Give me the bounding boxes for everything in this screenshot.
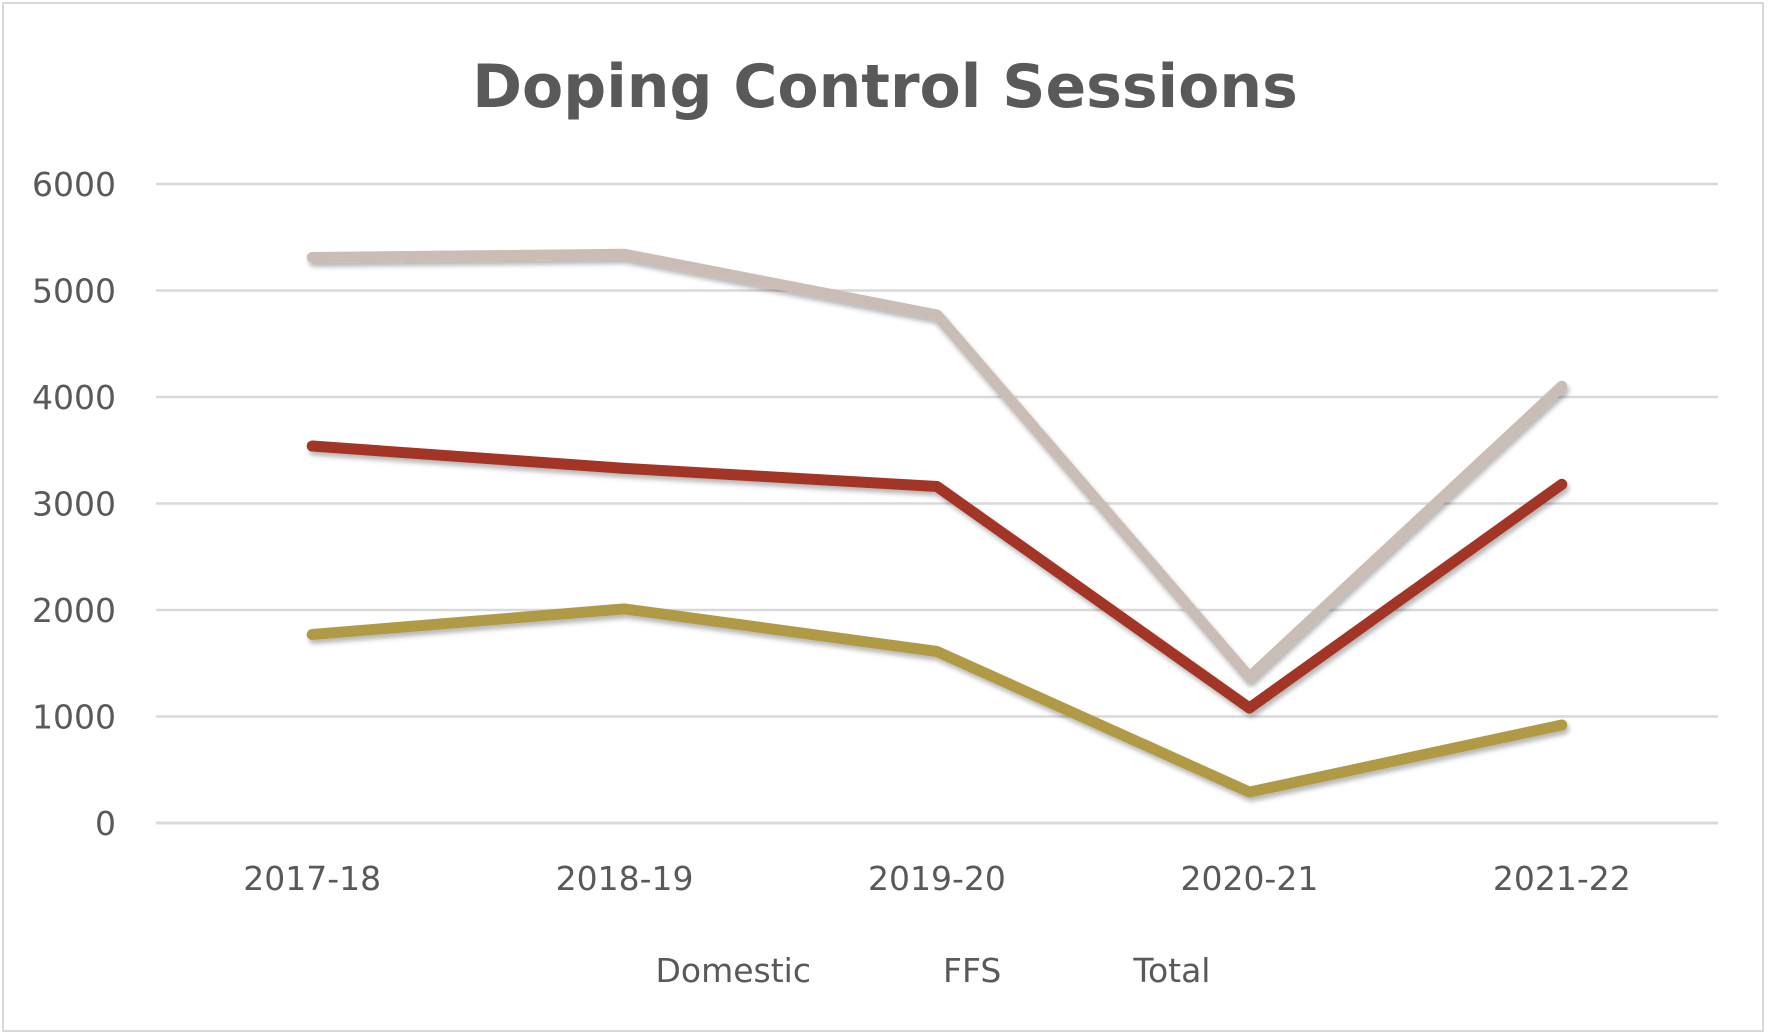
chart-title: Doping Control Sessions bbox=[472, 52, 1298, 122]
y-tick-label: 6000 bbox=[32, 165, 116, 204]
legend-item-ffs: FFS bbox=[841, 951, 1001, 990]
y-tick-label: 2000 bbox=[32, 591, 116, 630]
x-tick-label: 2017-18 bbox=[243, 859, 381, 898]
x-tick-label: 2020-21 bbox=[1180, 859, 1318, 898]
legend-label: Total bbox=[1132, 951, 1210, 990]
y-tick-label: 4000 bbox=[32, 378, 116, 417]
series-lines bbox=[306, 248, 1568, 798]
y-tick-label: 3000 bbox=[32, 485, 116, 524]
legend-label: FFS bbox=[943, 951, 1001, 990]
legend-item-total: Total bbox=[1031, 951, 1210, 990]
x-tick-label: 2018-19 bbox=[556, 859, 694, 898]
gridlines bbox=[156, 182, 1718, 825]
y-axis-ticks: 0 1000 2000 3000 4000 5000 6000 bbox=[32, 165, 116, 843]
line-chart: Doping Control Sessions 0 1000 2000 3000 400… bbox=[32, 52, 1718, 990]
y-tick-label: 1000 bbox=[32, 698, 116, 737]
legend: Domestic FFS Total bbox=[554, 951, 1210, 990]
x-tick-label: 2019-20 bbox=[868, 859, 1006, 898]
series-line-ffs bbox=[306, 603, 1568, 798]
x-axis-ticks: 2017-18 2018-19 2019-20 2020-21 2021-22 bbox=[243, 859, 1630, 898]
legend-label: Domestic bbox=[656, 951, 812, 990]
series-line-domestic bbox=[306, 440, 1568, 714]
x-tick-label: 2021-22 bbox=[1493, 859, 1631, 898]
legend-item-domestic: Domestic bbox=[554, 951, 812, 990]
y-tick-label: 5000 bbox=[32, 272, 116, 311]
y-tick-label: 0 bbox=[95, 804, 116, 843]
